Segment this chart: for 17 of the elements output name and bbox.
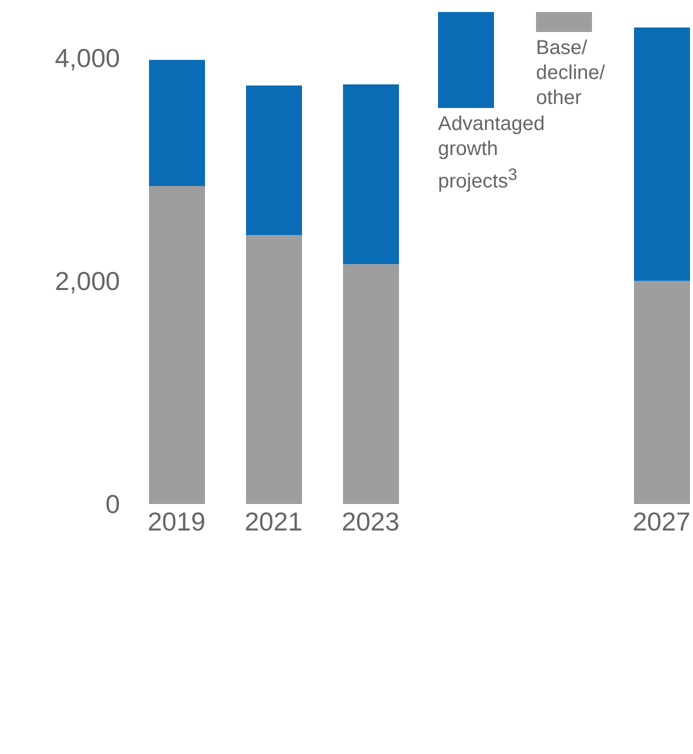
bar — [634, 280, 690, 504]
bar — [246, 86, 302, 236]
x-tick-label: 2027 — [632, 506, 690, 536]
x-tick-label: 2023 — [342, 506, 400, 536]
series-label: Advantaged growth projects$^{3}$ — [438, 112, 546, 195]
bar — [149, 186, 205, 504]
bar — [149, 60, 205, 186]
legend-label: Base/ decline/ other — [536, 36, 606, 111]
bar — [634, 28, 690, 281]
y-tick-label: 2,000 — [54, 266, 120, 296]
bar — [246, 235, 302, 504]
x-tick-label: 2021 — [244, 506, 302, 536]
y-tick-label: 0 — [106, 489, 120, 520]
bar — [343, 84, 399, 264]
bar — [343, 264, 399, 504]
x-tick-label: 2019 — [148, 506, 206, 536]
y-tick-label: 4,000 — [54, 42, 120, 73]
